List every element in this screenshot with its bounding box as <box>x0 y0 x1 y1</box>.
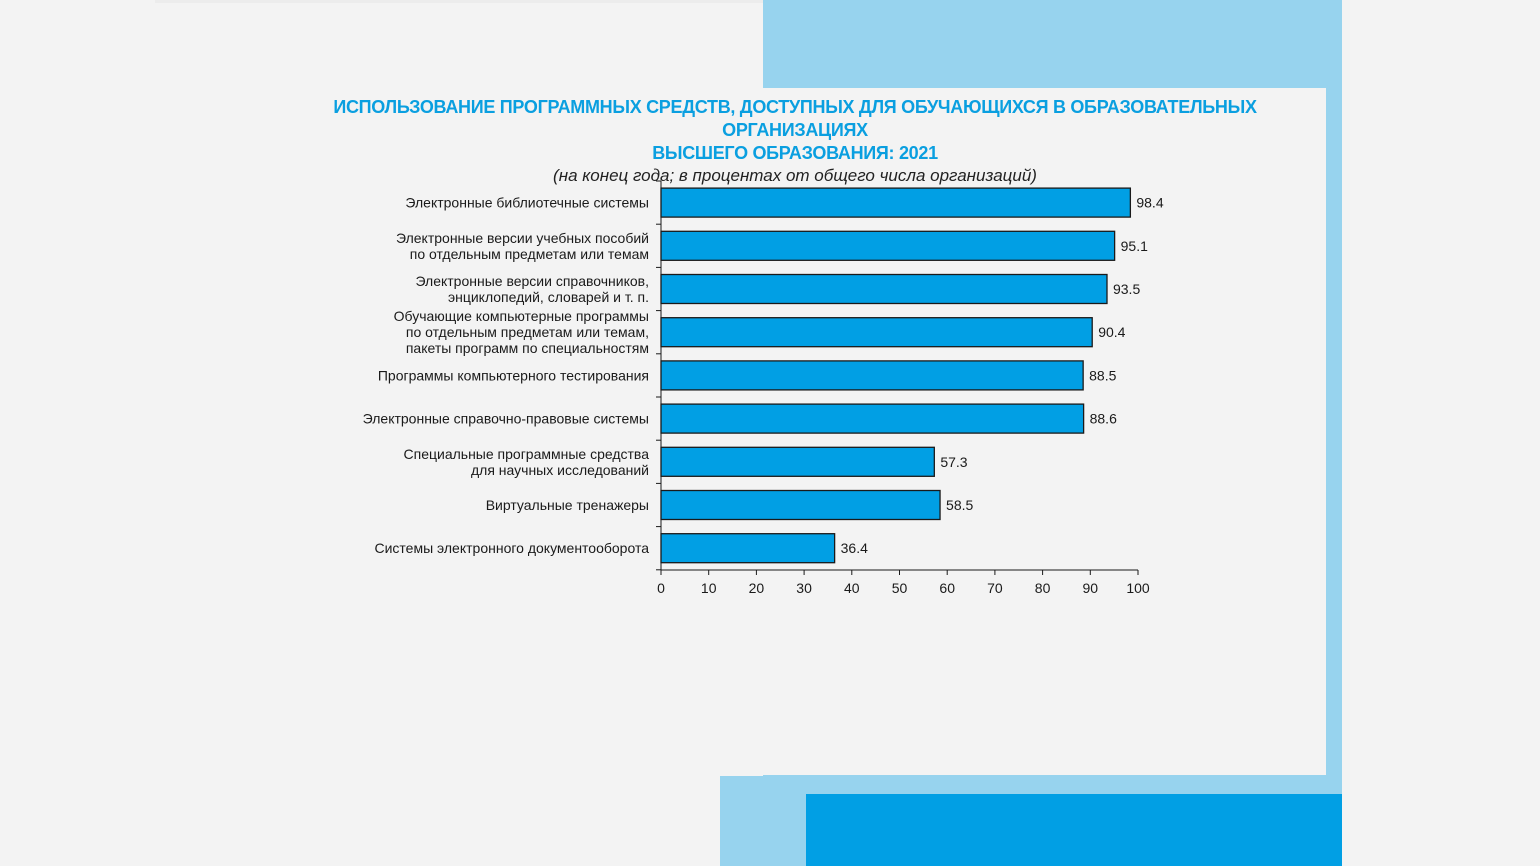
x-tick-label-80: 80 <box>1035 580 1051 596</box>
category-label-6-line-1: Электронные справочно-правовые системы <box>363 411 649 427</box>
category-label-4-line-2: по отдельным предметам или темам, <box>406 324 649 340</box>
x-tick-label-70: 70 <box>987 580 1003 596</box>
category-label-7-line-2: для научных исследований <box>471 462 649 478</box>
x-tick-label-50: 50 <box>892 580 908 596</box>
chart-title-line-2: ВЫСШЕГО ОБРАЗОВАНИЯ: 2021 <box>652 143 938 163</box>
bar-4 <box>660 317 1093 348</box>
x-tick-label-90: 90 <box>1083 580 1099 596</box>
bar-7 <box>660 446 935 477</box>
category-label-9-line-1: Системы электронного документооборота <box>375 540 650 556</box>
bar-9 <box>660 533 836 564</box>
bar-6 <box>660 403 1085 434</box>
x-tick-label-10: 10 <box>701 580 717 596</box>
chart-title: ИСПОЛЬЗОВАНИЕ ПРОГРАММНЫХ СРЕДСТВ, ДОСТУ… <box>300 96 1290 165</box>
value-label-4: 90.4 <box>1098 324 1125 340</box>
x-tick-label-40: 40 <box>844 580 860 596</box>
chart-title-line-1: ИСПОЛЬЗОВАНИЕ ПРОГРАММНЫХ СРЕДСТВ, ДОСТУ… <box>333 97 1257 140</box>
x-tick-label-20: 20 <box>749 580 765 596</box>
category-label-8-line-1: Виртуальные тренажеры <box>486 497 649 513</box>
category-label-2-line-1: Электронные версии учебных пособий <box>396 230 649 246</box>
bar-2 <box>660 230 1116 261</box>
x-tick-label-100: 100 <box>1126 580 1150 596</box>
bar-1 <box>660 187 1132 218</box>
value-label-2: 95.1 <box>1121 238 1148 254</box>
category-label-1-line-1: Электронные библиотечные системы <box>405 195 649 211</box>
value-label-3: 93.5 <box>1113 281 1140 297</box>
category-label-3-line-2: энциклопедий, словарей и т. п. <box>448 289 649 305</box>
decorative-top-strip <box>155 0 763 3</box>
x-tick-label-0: 0 <box>657 580 665 596</box>
chart-subtitle: (на конец года; в процентах от общего чи… <box>553 166 1037 185</box>
category-label-7-line-1: Специальные программные средства <box>404 446 650 462</box>
value-label-9: 36.4 <box>841 540 868 556</box>
bar-3 <box>660 273 1108 305</box>
x-tick-label-30: 30 <box>796 580 812 596</box>
category-label-5-line-1: Программы компьютерного тестирования <box>378 367 649 383</box>
value-label-5: 88.5 <box>1089 367 1116 383</box>
labels-group: 98.4 Электронные библиотечные системы 95.1… <box>363 195 1164 596</box>
value-label-1: 98.4 <box>1136 195 1163 211</box>
bars-group <box>660 187 1132 564</box>
category-label-3-line-1: Электронные версии справочников, <box>415 273 649 289</box>
category-label-4-line-1: Обучающие компьютерные программы <box>394 308 649 324</box>
chart-header: ИСПОЛЬЗОВАНИЕ ПРОГРАММНЫХ СРЕДСТВ, ДОСТУ… <box>300 96 1290 187</box>
decorative-dark-blue-block <box>806 794 1342 866</box>
value-label-7: 57.3 <box>940 454 967 470</box>
axes-group <box>656 180 1139 575</box>
category-label-2-line-2: по отдельным предметам или темам <box>410 246 649 262</box>
value-label-6: 88.6 <box>1090 411 1117 427</box>
bar-8 <box>660 489 941 521</box>
bar-5 <box>660 360 1084 391</box>
category-label-4-line-3: пакеты программ по специальностям <box>406 340 649 356</box>
x-tick-label-60: 60 <box>939 580 955 596</box>
value-label-8: 58.5 <box>946 497 973 513</box>
